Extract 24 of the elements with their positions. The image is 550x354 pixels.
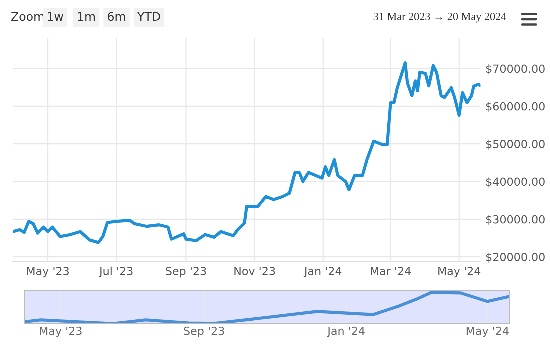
x-tick-label: May '24 [466, 326, 509, 338]
x-tick-label: Jul '23 [98, 266, 133, 278]
x-tick-label: Jan '24 [327, 326, 365, 338]
text: Zoom [12, 12, 44, 22]
text: 1w [48, 12, 64, 21]
x-tick-label: May '23 [40, 326, 82, 338]
x-tick-label: Mar '24 [371, 267, 412, 276]
text: YTD [137, 12, 160, 21]
text: 1m [78, 12, 96, 21]
y-tick-label: $30000.00 [486, 215, 545, 226]
text: 31 Mar 2023 → 20 May 2024 [374, 12, 506, 23]
y-tick-label: $20000.00 [486, 252, 545, 263]
text: 6m [108, 12, 126, 22]
x-tick-label: Jan '24 [304, 267, 342, 278]
x-tick-label: Sep '23 [184, 326, 224, 338]
y-tick-label: $50000.00 [486, 140, 545, 150]
y-tick-label: $60000.00 [486, 102, 545, 112]
x-tick-label: Nov '23 [234, 267, 276, 276]
x-tick-label: May '24 [438, 267, 481, 278]
x-tick-label: Sep '23 [166, 267, 206, 278]
y-tick-label: $70000.00 [486, 64, 545, 75]
line-series [13, 62, 481, 244]
y-tick-label: $40000.00 [486, 178, 545, 188]
x-tick-label: May '23 [27, 267, 69, 278]
